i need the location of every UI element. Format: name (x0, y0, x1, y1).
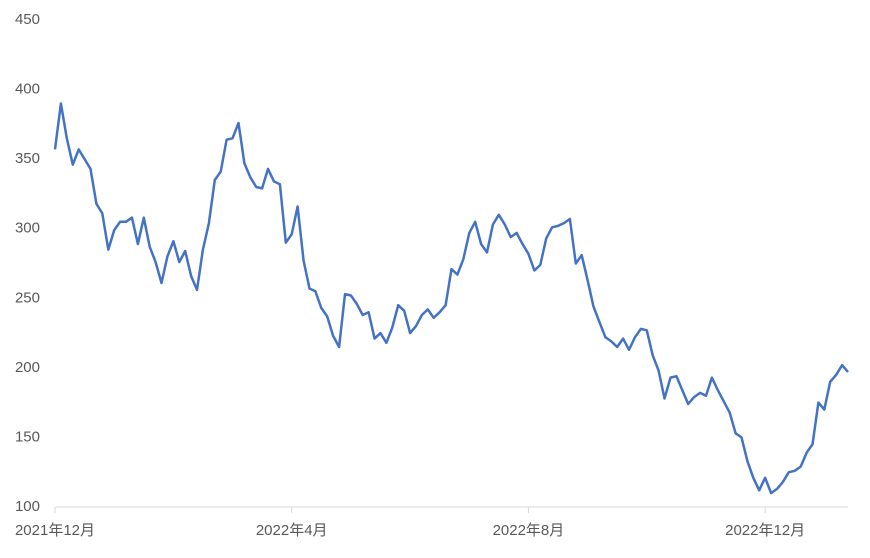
y-tick-label: 200 (15, 359, 40, 376)
y-tick-label: 250 (15, 289, 40, 306)
y-tick-label: 100 (15, 498, 40, 515)
y-tick-label: 150 (15, 428, 40, 445)
y-tick-label: 350 (15, 150, 40, 167)
y-tick-label: 450 (15, 11, 40, 28)
x-tick-label: 2021年12月 (15, 522, 95, 539)
y-tick-label: 300 (15, 220, 40, 237)
x-tick-label: 2022年12月 (725, 522, 805, 539)
y-tick-label: 400 (15, 81, 40, 98)
data-line (53, 102, 849, 495)
x-tick-label: 2022年8月 (493, 522, 565, 539)
x-tick-label: 2022年4月 (256, 522, 328, 539)
